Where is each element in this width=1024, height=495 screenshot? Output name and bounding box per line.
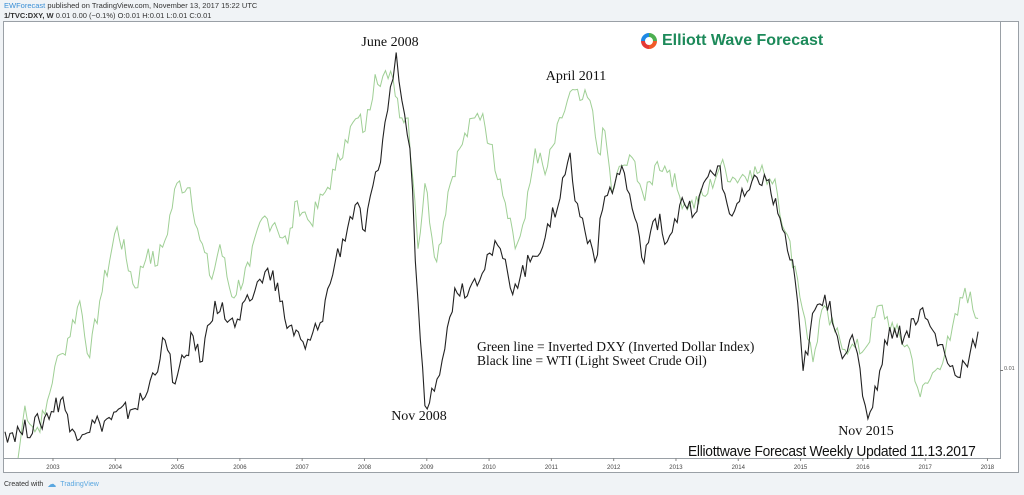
symbol-name: 1/TVC:DXY, W xyxy=(4,11,54,20)
symbol-info: 1/TVC:DXY, W 0.01 0.00 (−0.1%) O:0.01 H:… xyxy=(4,11,211,20)
annotation-june-2008: June 2008 xyxy=(361,35,419,50)
price-axis-line xyxy=(1000,21,1001,459)
publish-text: published on TradingView.com, November 1… xyxy=(47,1,258,10)
x-tick-label: 2007 xyxy=(295,465,309,471)
author-link[interactable]: EWForecast xyxy=(4,1,46,10)
footer: Created with ☁ TradingView xyxy=(4,479,99,490)
x-tick-label: 2016 xyxy=(856,465,870,471)
chart-frame xyxy=(3,21,1019,473)
publish-info: EWForecast published on TradingView.com,… xyxy=(4,1,257,10)
annotation-nov-2008: Nov 2008 xyxy=(391,409,447,424)
x-axis-line xyxy=(3,458,1000,459)
logo-text: Elliott Wave Forecast xyxy=(662,32,824,49)
x-tick-label: 2004 xyxy=(109,465,123,471)
update-note: Elliottwave Forecast Weekly Updated 11.1… xyxy=(688,443,976,460)
x-tick-label: 2018 xyxy=(981,465,995,471)
annotation-nov-2015: Nov 2015 xyxy=(838,424,894,439)
x-tick-label: 2014 xyxy=(732,465,746,471)
logo: Elliott Wave Forecast xyxy=(640,32,823,50)
x-tick-label: 2003 xyxy=(46,465,60,471)
series-line-wti xyxy=(4,52,979,443)
legend-black-line: Black line = WTI (Light Sweet Crude Oil) xyxy=(477,353,707,368)
created-with-text: Created with xyxy=(4,481,44,488)
x-tick-label: 2012 xyxy=(607,465,621,471)
logo-icon xyxy=(641,33,657,49)
x-tick-label: 2005 xyxy=(171,465,185,471)
x-tick-label: 2009 xyxy=(420,465,434,471)
x-tick-label: 2006 xyxy=(233,465,247,471)
x-tick-label: 2008 xyxy=(358,465,372,471)
tradingview-link[interactable]: TradingView xyxy=(60,481,99,488)
tradingview-cloud-icon: ☁ xyxy=(47,479,57,489)
quote-values: 0.01 0.00 (−0.1%) O:0.01 H:0.01 L:0.01 C… xyxy=(55,11,212,20)
series-line-inverted-dxy xyxy=(17,69,979,459)
x-tick-label: 2015 xyxy=(794,465,808,471)
price-axis-label: 0.01 xyxy=(1004,366,1015,372)
x-tick-label: 2017 xyxy=(918,465,932,471)
x-tick-label: 2011 xyxy=(545,465,559,471)
x-tick-label: 2013 xyxy=(669,465,683,471)
price-tick xyxy=(1000,370,1003,371)
annotation-april-2011: April 2011 xyxy=(545,69,607,84)
legend-green-line: Green line = Inverted DXY (Inverted Doll… xyxy=(477,339,755,354)
x-tick-label: 2010 xyxy=(482,465,496,471)
legend: Green line = Inverted DXY (Inverted Doll… xyxy=(477,340,754,368)
